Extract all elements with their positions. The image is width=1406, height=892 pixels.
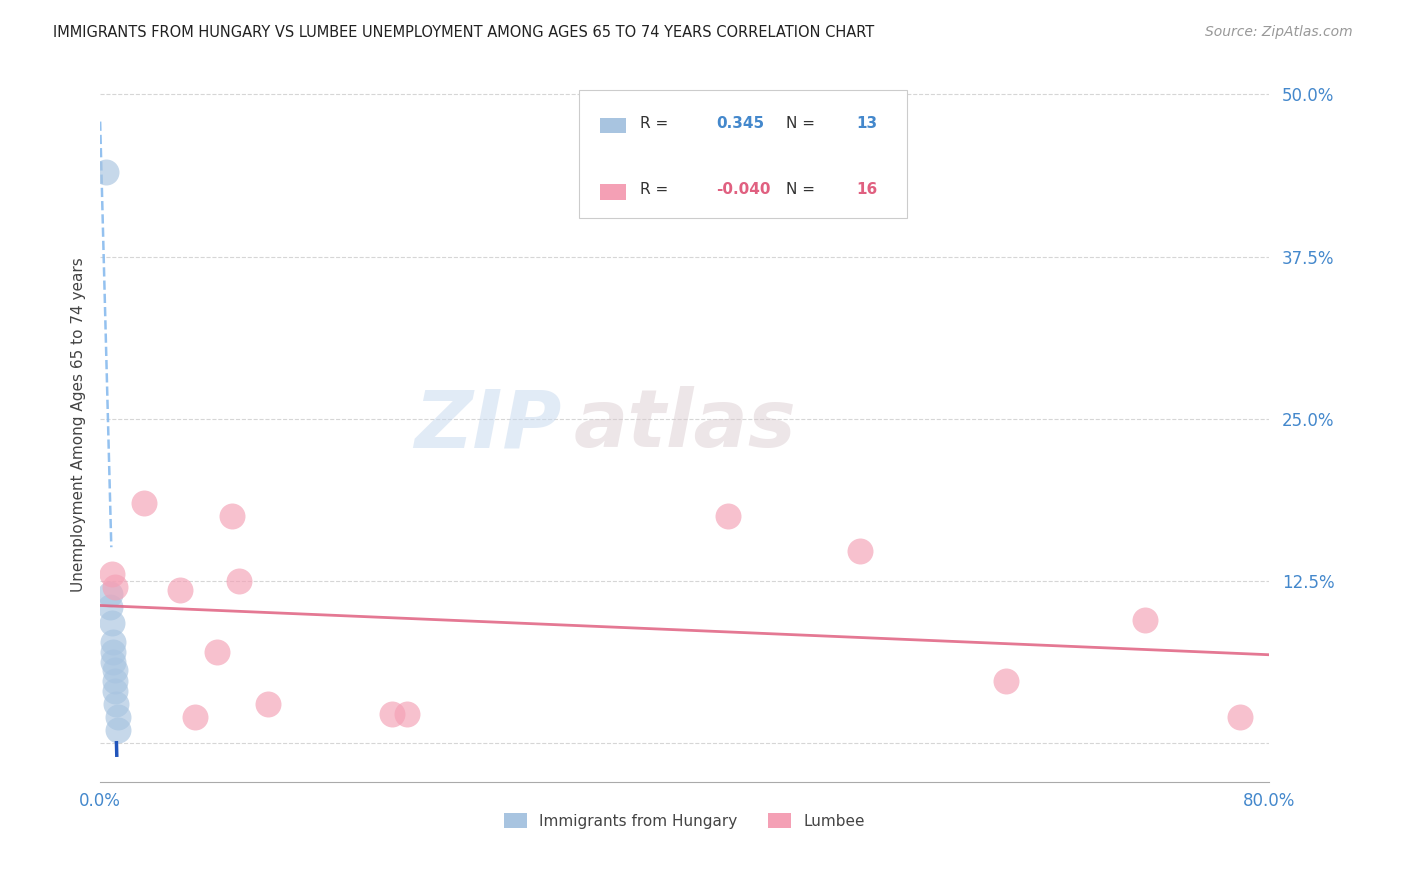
Text: N =: N =	[786, 182, 820, 197]
Point	[717, 508, 740, 523]
Point	[132, 496, 155, 510]
Text: Source: ZipAtlas.com: Source: ZipAtlas.com	[1205, 25, 1353, 39]
Legend: Immigrants from Hungary, Lumbee: Immigrants from Hungary, Lumbee	[498, 806, 870, 835]
Text: 16: 16	[856, 182, 877, 197]
Point	[395, 707, 418, 722]
Point	[381, 707, 404, 722]
Bar	[600, 184, 626, 200]
Point	[221, 508, 243, 523]
Point	[104, 684, 127, 698]
FancyBboxPatch shape	[579, 90, 907, 219]
Text: ZIP: ZIP	[415, 386, 562, 464]
Point	[994, 673, 1017, 688]
Point	[104, 663, 127, 677]
Point	[228, 574, 250, 588]
Point	[1229, 710, 1251, 724]
Point	[849, 544, 872, 558]
Point	[101, 567, 124, 582]
Point	[103, 656, 125, 670]
Y-axis label: Unemployment Among Ages 65 to 74 years: Unemployment Among Ages 65 to 74 years	[72, 258, 86, 592]
Point	[103, 645, 125, 659]
Text: R =: R =	[640, 116, 673, 131]
Point	[94, 165, 117, 179]
Point	[104, 673, 127, 688]
Point	[169, 582, 191, 597]
Text: 0.345: 0.345	[716, 116, 765, 131]
Point	[257, 697, 280, 711]
Text: -0.040: -0.040	[716, 182, 770, 197]
Point	[101, 616, 124, 631]
Text: 13: 13	[856, 116, 877, 131]
Point	[103, 634, 125, 648]
Text: IMMIGRANTS FROM HUNGARY VS LUMBEE UNEMPLOYMENT AMONG AGES 65 TO 74 YEARS CORRELA: IMMIGRANTS FROM HUNGARY VS LUMBEE UNEMPL…	[53, 25, 875, 40]
Point	[104, 580, 127, 594]
Point	[107, 723, 129, 737]
Point	[205, 645, 228, 659]
Bar	[600, 118, 626, 134]
Text: N =: N =	[786, 116, 820, 131]
Point	[107, 710, 129, 724]
Text: R =: R =	[640, 182, 673, 197]
Point	[184, 710, 207, 724]
Point	[98, 599, 121, 614]
Point	[105, 697, 128, 711]
Point	[1133, 613, 1156, 627]
Point	[98, 587, 121, 601]
Text: atlas: atlas	[574, 386, 796, 464]
